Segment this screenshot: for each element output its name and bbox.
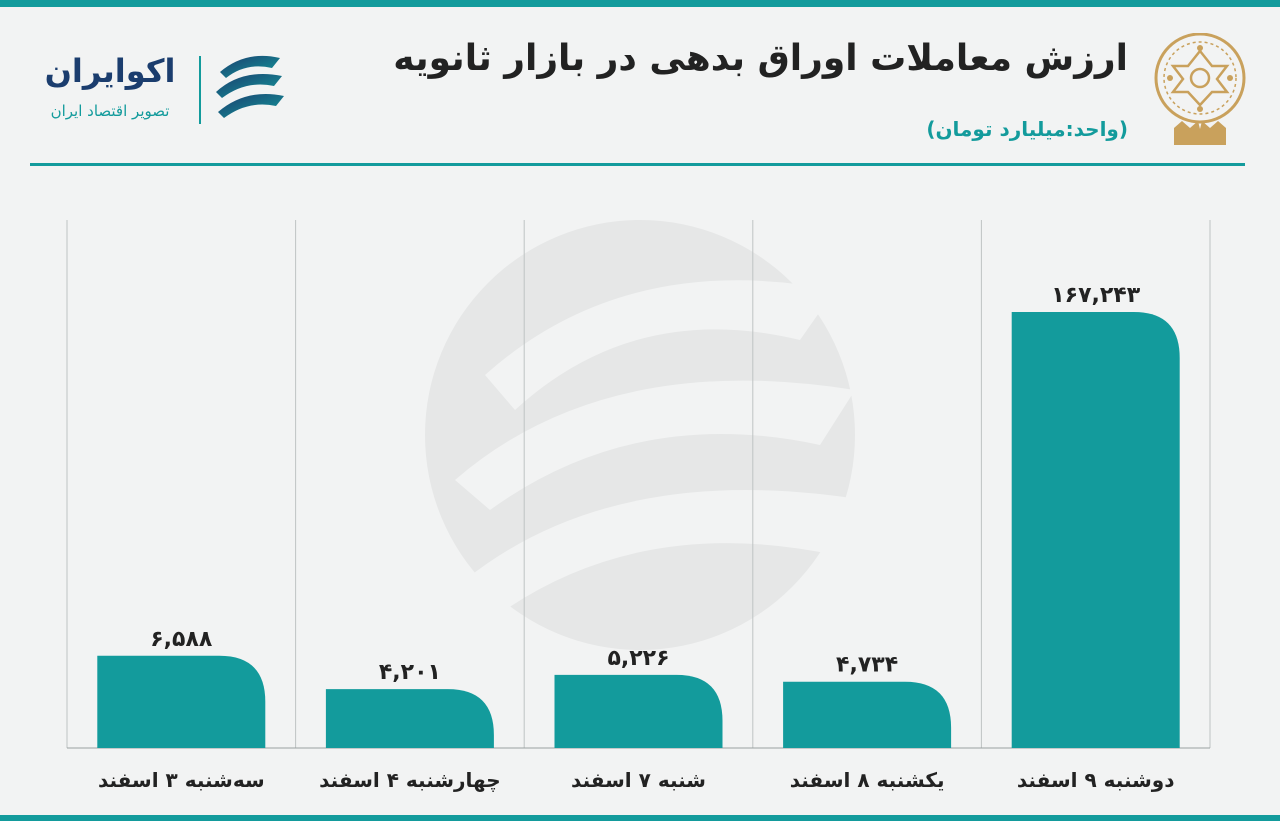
bar-value-label: ۵,۲۲۶ (607, 646, 669, 671)
top-accent-rule (0, 0, 1280, 7)
brand-separator (199, 56, 201, 124)
category-label: چهارشنبه ۴ اسفند (319, 768, 501, 793)
bar (1011, 312, 1180, 748)
bar-value-label: ۶,۵۸۸ (150, 627, 213, 652)
header-divider (30, 163, 1245, 166)
bar (325, 689, 494, 748)
bar-value-label: ۱۶۷,۲۴۳ (1051, 283, 1140, 308)
bar-value-label: ۴,۲۰۱ (379, 660, 441, 685)
ecoiran-logo-icon (216, 55, 284, 118)
bar (97, 655, 266, 748)
bar (783, 681, 952, 748)
bottom-accent-rule (0, 815, 1280, 821)
bourse-emblem-icon (1154, 33, 1246, 145)
category-label: شنبه ۷ اسفند (571, 768, 706, 792)
bar (554, 674, 723, 748)
category-label: یکشنبه ۸ اسفند (790, 768, 945, 792)
watermark-logo-icon (425, 220, 865, 650)
bar-value-label: ۴,۷۳۴ (836, 653, 898, 678)
brand-tagline: تصویر اقتصاد ایران (50, 102, 170, 120)
chart-title: ارزش معاملات اوراق بدهی در بازار ثانویه (393, 38, 1128, 79)
brand-name: اکوایران (44, 52, 176, 90)
category-label: سه‌شنبه ۳ اسفند (98, 768, 265, 792)
chart-unit: (واحد:میلیارد تومان) (926, 117, 1128, 141)
category-label: دوشنبه ۹ اسفند (1017, 768, 1175, 792)
